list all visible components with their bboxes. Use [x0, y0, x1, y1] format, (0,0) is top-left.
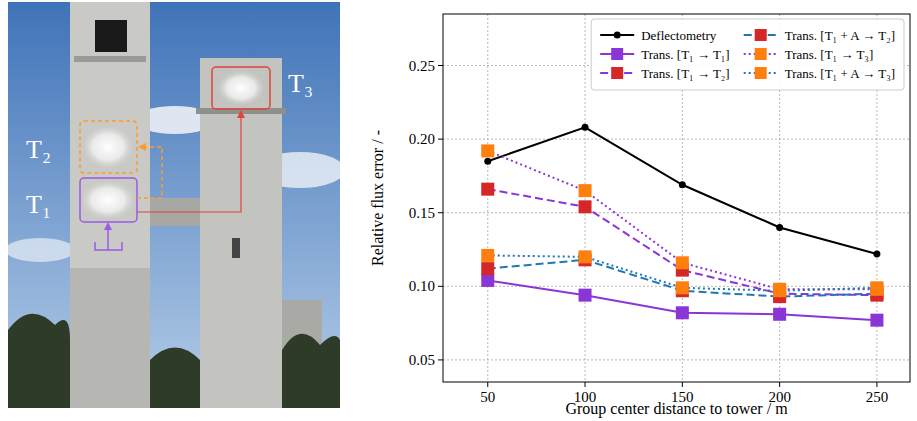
tick-label: 0.20 — [409, 131, 435, 147]
marker — [676, 281, 689, 294]
tower — [70, 2, 150, 408]
tick-label: 50 — [480, 389, 495, 405]
legend-marker — [611, 48, 623, 60]
legend-marker — [614, 32, 621, 39]
tick — [438, 139, 443, 140]
legend-label: Trans. [T₁ + A → T₂] — [785, 28, 895, 43]
marker — [582, 124, 589, 131]
tick — [682, 382, 683, 387]
series-line — [488, 280, 877, 320]
series-line — [488, 127, 877, 254]
marker — [676, 256, 689, 269]
marker — [873, 250, 880, 257]
arrow — [137, 147, 162, 198]
legend-item: Trans. [T₁ → T₁] — [600, 47, 730, 62]
axis-title: Group center distance to tower / m — [565, 400, 788, 418]
legend-marker — [611, 67, 623, 79]
legend-item: Trans. [T₁ → T₃] — [744, 47, 874, 62]
tick — [438, 286, 443, 287]
cloud — [8, 238, 75, 262]
tick-label: 0.10 — [409, 278, 435, 294]
grid-line — [443, 212, 910, 213]
marker — [870, 281, 883, 294]
grid-line — [585, 14, 586, 382]
marker — [776, 224, 783, 231]
tick — [438, 212, 443, 213]
marker — [579, 289, 592, 302]
legend-label: Trans. [T₁ → T₁] — [641, 47, 730, 62]
marker — [481, 262, 494, 275]
legend-marker — [755, 29, 767, 41]
axis-title: Relative flux error / - — [369, 130, 386, 266]
marker — [773, 284, 786, 297]
arrow-head — [237, 110, 245, 118]
plot-area — [443, 14, 910, 382]
marker — [579, 184, 592, 197]
legend-label: Trans. [T₁ → T₂] — [641, 66, 730, 81]
tick-label: 250 — [866, 389, 889, 405]
marker — [484, 158, 491, 165]
tick — [438, 359, 443, 360]
legend-box — [591, 19, 904, 90]
target-label: T₃ — [288, 69, 313, 98]
flux-spot — [80, 180, 136, 220]
series-line — [488, 151, 877, 289]
arrow-head — [104, 222, 112, 230]
tower-base — [70, 268, 150, 408]
grid-line — [443, 139, 910, 140]
marker — [481, 183, 494, 196]
legend-item: Trans. [T₁ → T₂] — [600, 66, 730, 81]
legend-marker — [755, 67, 767, 79]
marker — [481, 274, 494, 287]
target-box — [80, 178, 137, 222]
marker — [676, 306, 689, 319]
marker — [773, 308, 786, 321]
legend-label: Deflectometry — [641, 28, 717, 43]
marker — [579, 200, 592, 213]
tick-label: 0.25 — [409, 58, 435, 74]
grid-line — [487, 14, 488, 382]
legend-marker — [755, 48, 767, 60]
tick-label: 0.15 — [409, 205, 435, 221]
series-group — [481, 124, 883, 327]
legend-item: Trans. [T₁ + A → T₃] — [744, 66, 895, 81]
plot-frame — [443, 14, 910, 382]
marker — [870, 314, 883, 327]
marker — [481, 249, 494, 262]
flux-spot — [217, 70, 265, 106]
marker — [481, 144, 494, 157]
flux-spot — [82, 125, 134, 169]
marker — [579, 250, 592, 263]
target-box — [212, 67, 270, 109]
grid-line — [443, 359, 910, 360]
target-box — [80, 121, 137, 173]
photo — [8, 2, 340, 408]
figure: T₁T₂T₃501001502002500.050.100.150.200.25… — [0, 0, 917, 421]
legend: Deflectometry Trans. [T₁ → T₁] Trans. [T₁ … — [591, 19, 904, 90]
legend-label: Trans. [T₁ → T₃] — [785, 47, 874, 62]
tick-label: 0.05 — [409, 352, 435, 368]
tower-window — [95, 20, 127, 52]
tower-ledge — [74, 56, 146, 62]
target-label: T₂ — [26, 135, 51, 164]
arrow-head — [138, 143, 146, 151]
marker — [679, 181, 686, 188]
axes: 501001502002500.050.100.150.200.25 — [409, 14, 910, 405]
target-label: T₁ — [26, 190, 51, 219]
legend-label: Trans. [T₁ + A → T₃] — [785, 66, 895, 81]
tick — [487, 382, 488, 387]
tower-window — [232, 238, 240, 258]
tick — [585, 382, 586, 387]
series-line — [488, 189, 877, 295]
tick — [779, 382, 780, 387]
sky — [8, 2, 340, 408]
tick — [438, 65, 443, 66]
tick — [876, 382, 877, 387]
arrow — [137, 112, 241, 212]
legend-item: Trans. [T₁ + A → T₂] — [744, 28, 895, 43]
trees — [8, 314, 340, 408]
legend-item: Deflectometry — [600, 28, 717, 43]
